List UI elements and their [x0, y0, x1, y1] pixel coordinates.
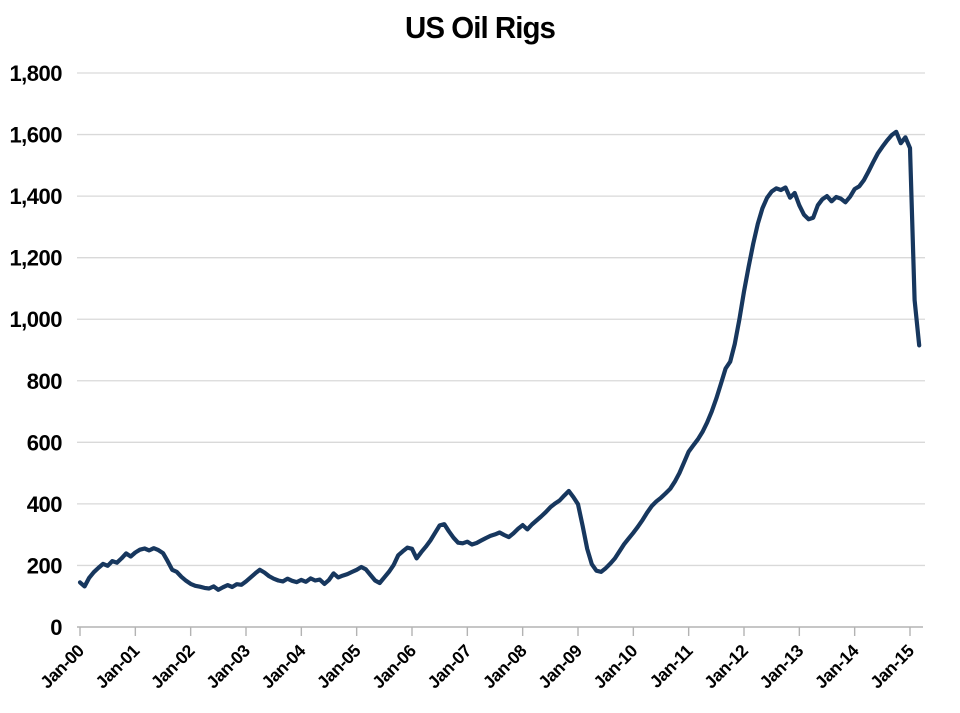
data-series-line	[77, 129, 922, 592]
x-tick-label: Jan-11	[646, 640, 697, 691]
x-tick-label: Jan-04	[257, 640, 309, 692]
x-tick-label: Jan-00	[36, 640, 88, 692]
x-tick-label: Jan-05	[313, 640, 365, 692]
x-tick-label: Jan-15	[866, 640, 918, 692]
y-tick-label: 1,400	[9, 184, 62, 209]
y-tick-label: 0	[50, 615, 62, 640]
y-tick-label: 800	[27, 369, 62, 394]
x-tick-label: Jan-02	[147, 640, 199, 692]
y-tick-label: 400	[27, 492, 62, 517]
x-tick-label: Jan-10	[589, 640, 641, 692]
x-tick-label: Jan-09	[534, 640, 586, 692]
x-tick-label: Jan-01	[91, 640, 143, 692]
x-tick-label: Jan-12	[700, 640, 752, 692]
y-tick-label: 1,600	[9, 123, 62, 148]
x-tick-label: Jan-14	[811, 640, 863, 692]
x-tick-label: Jan-03	[202, 640, 254, 692]
x-tick-label: Jan-06	[368, 640, 420, 692]
x-tick-label: Jan-13	[755, 640, 807, 692]
y-tick-label: 600	[27, 430, 62, 455]
y-tick-label: 1,000	[9, 307, 62, 332]
chart-title: US Oil Rigs	[405, 10, 556, 45]
y-tick-label: 1,200	[9, 246, 62, 271]
y-tick-label: 200	[27, 553, 62, 578]
x-tick-label: Jan-07	[423, 641, 475, 693]
x-tick-label: Jan-08	[479, 640, 531, 692]
y-tick-label: 1,800	[9, 61, 62, 86]
